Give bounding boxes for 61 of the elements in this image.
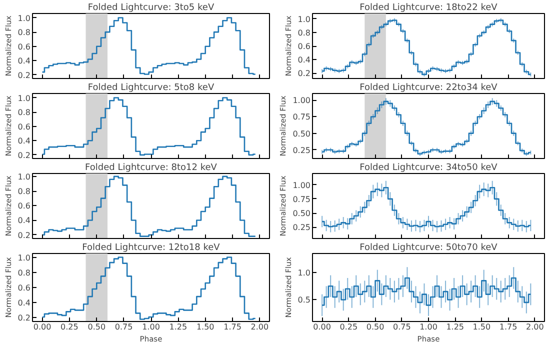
y-tick-label: 0.8 <box>298 28 311 38</box>
y-tick-label: 1.0 <box>18 172 31 182</box>
x-tick-label: 1.00 <box>142 322 160 332</box>
x-tick-label: 0.75 <box>392 322 411 332</box>
x-tick-label: 2.00 <box>250 322 269 332</box>
y-tick-label: 1.0 <box>298 268 311 278</box>
chart-title: Folded Lightcurve: 8to12 keV <box>85 163 218 173</box>
y-tick-label: 0.50 <box>292 209 310 218</box>
y-tick-label: 0.6 <box>18 42 31 52</box>
x-tick-label: 1.50 <box>196 322 214 332</box>
x-tick-label: 1.75 <box>224 322 242 332</box>
y-tick-label: 0.8 <box>18 28 31 38</box>
y-tick-label: 0.2 <box>298 69 311 78</box>
x-tick-label: 1.25 <box>446 322 464 332</box>
y-tick-label: 0.6 <box>18 284 31 292</box>
y-tick-label: 0.6 <box>298 42 311 51</box>
chart-title: Folded Lightcurve: 34to50 keV <box>360 163 498 173</box>
y-tick-label: 1.0 <box>18 14 31 23</box>
x-tick-label: 0.25 <box>340 322 358 332</box>
y-tick-label: 0.75 <box>292 194 310 204</box>
y-tick-label: 0.4 <box>18 136 31 146</box>
y-tick-label: 0.6 <box>18 202 31 211</box>
y-tick-label: 0.8 <box>18 108 31 118</box>
x-tick-label: 0.00 <box>313 322 331 332</box>
y-tick-label: 1.0 <box>298 14 311 24</box>
y-tick-label: 0.2 <box>18 70 31 80</box>
chart-title: Folded Lightcurve: 5to8 keV <box>88 83 215 93</box>
x-tick-label: 1.50 <box>472 322 491 332</box>
y-tick-label: 0.5 <box>298 296 311 305</box>
chart-title: Folded Lightcurve: 50to70 keV <box>360 243 498 253</box>
x-tick-label: 0.25 <box>60 322 78 332</box>
y-tick-label: 0.8 <box>18 268 31 278</box>
x-tick-label: 1.75 <box>499 322 518 332</box>
x-tick-label: 1.25 <box>169 322 188 332</box>
y-tick-label: 0.75 <box>292 112 310 122</box>
y-tick-label: 0.4 <box>18 298 31 308</box>
y-tick-label: 0.8 <box>18 187 31 196</box>
y-tick-label: 0.25 <box>292 146 310 155</box>
y-tick-label: 1.0 <box>18 94 31 103</box>
y-tick-label: 0.4 <box>298 56 311 65</box>
chart-title: Folded Lightcurve: 12to18 keV <box>82 243 221 253</box>
y-tick-label: 0.4 <box>18 216 31 226</box>
x-tick-label: 0.50 <box>88 322 106 332</box>
y-tick-label: 0.50 <box>292 129 310 138</box>
y-tick-label: 0.2 <box>18 230 31 240</box>
chart-title: Folded Lightcurve: 3to5 keV <box>88 3 215 13</box>
x-tick-label: 1.00 <box>420 322 438 332</box>
y-tick-label: 0.6 <box>18 122 31 132</box>
y-tick-label: 0.4 <box>18 56 31 66</box>
y-tick-label: 1.0 <box>18 253 31 262</box>
y-tick-label: 1.00 <box>292 96 310 106</box>
x-tick-label: 0.00 <box>33 322 52 332</box>
x-tick-label: 0.75 <box>114 322 133 332</box>
y-tick-label: 0.2 <box>18 150 31 160</box>
y-tick-label: 0.2 <box>18 314 31 323</box>
y-tick-label: 1.00 <box>292 180 310 190</box>
x-tick-label: 0.50 <box>366 322 384 332</box>
y-tick-label: 0.25 <box>292 223 310 232</box>
x-tick-label: 2.00 <box>526 322 544 332</box>
chart-title: Folded Lightcurve: 22to34 keV <box>360 83 498 93</box>
chart-title: Folded Lightcurve: 18to22 keV <box>360 3 498 13</box>
